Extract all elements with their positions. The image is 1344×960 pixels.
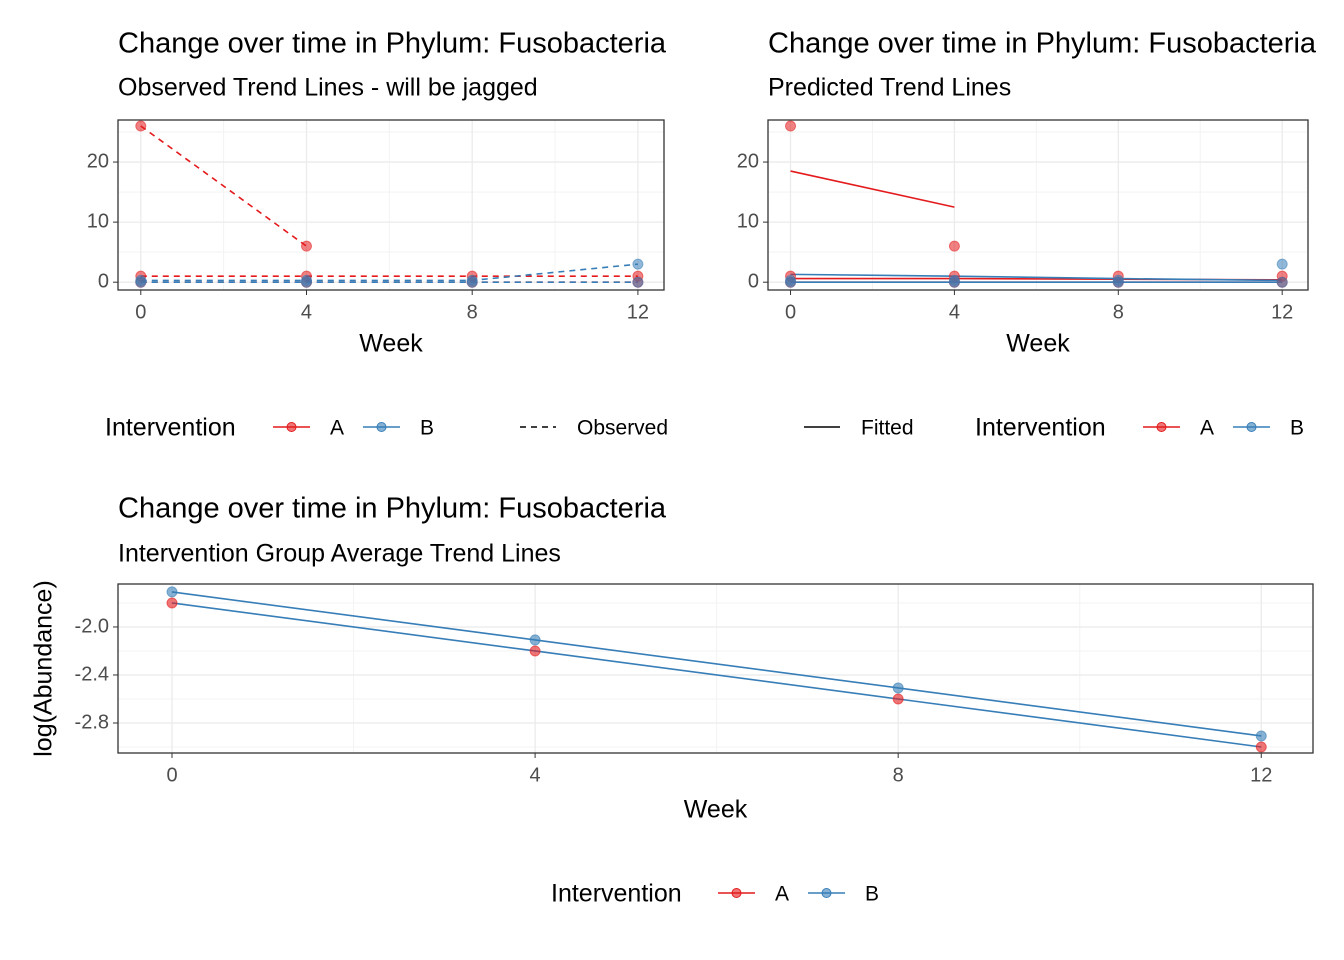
- panel-border: [117, 583, 1314, 754]
- trend-line: [171, 591, 1262, 737]
- panel: Change over time in Phylum: Fusobacteria…: [737, 28, 1317, 442]
- x-tick-label: 12: [1250, 764, 1272, 786]
- data-point: [466, 276, 478, 288]
- y-tick-label: 20: [87, 150, 109, 172]
- data-point: [166, 597, 178, 609]
- data-point: [135, 120, 147, 132]
- data-point: [300, 276, 312, 288]
- plot-area: [166, 586, 1267, 753]
- legend-key: [286, 422, 297, 432]
- legend-key: [731, 888, 742, 898]
- chart-subtitle: Predicted Trend Lines: [768, 74, 1011, 102]
- titles: Change over time in Phylum: Fusobacteria: [118, 28, 667, 60]
- x-tick-label: 12: [1271, 301, 1293, 323]
- data-point: [948, 240, 960, 252]
- x-axis-title: Week: [1006, 330, 1070, 358]
- data-point: [1276, 276, 1288, 288]
- legend-title: Intervention: [975, 414, 1106, 442]
- data-point: [529, 645, 541, 657]
- chart-title: Change over time in Phylum: Fusobacteria: [118, 493, 667, 525]
- y-tick-label: -2.4: [75, 663, 109, 685]
- x-axis-title: Week: [684, 796, 748, 824]
- chart-title: Change over time in Phylum: Fusobacteria: [118, 28, 667, 60]
- x-tick-label: 4: [530, 764, 541, 786]
- trend-line: [140, 125, 307, 247]
- x-tick-label: 0: [135, 301, 146, 323]
- legend-label: A: [775, 883, 789, 906]
- panel: Change over time in Phylum: Fusobacteria…: [87, 28, 668, 442]
- legend-label: A: [330, 417, 344, 440]
- trend-line: [140, 263, 638, 282]
- x-tick-label: 12: [627, 301, 649, 323]
- panel-border: [767, 119, 1309, 291]
- legend-title: Intervention: [551, 880, 682, 908]
- data-point: [892, 682, 904, 694]
- y-tick-label: -2.0: [75, 615, 109, 637]
- chart-subtitle: Observed Trend Lines - will be jagged: [118, 74, 538, 102]
- x-tick-label: 8: [467, 301, 478, 323]
- data-point: [1255, 730, 1267, 742]
- legend-key: [1246, 422, 1257, 432]
- data-point: [529, 634, 541, 646]
- y-axis-title: log(Abundance): [30, 580, 58, 757]
- legend-title: Intervention: [105, 414, 236, 442]
- legend-label: B: [420, 417, 434, 440]
- plot-area: [135, 120, 644, 288]
- data-point: [135, 276, 147, 288]
- y-tick-label: 10: [87, 210, 109, 232]
- y-tick-label: 20: [737, 150, 759, 172]
- titles: Change over time in Phylum: Fusobacteria: [118, 493, 667, 525]
- y-tick-label: 0: [98, 270, 109, 292]
- legend-label: Observed: [577, 417, 668, 440]
- legend-key: [821, 888, 832, 898]
- x-tick-label: 4: [301, 301, 312, 323]
- data-point: [632, 258, 644, 270]
- panel-border: [117, 119, 665, 291]
- data-point: [300, 240, 312, 252]
- fitted-line: [790, 273, 1283, 282]
- data-point: [785, 120, 797, 132]
- legend-key: [1156, 422, 1167, 432]
- data-point: [785, 276, 797, 288]
- data-point: [1276, 258, 1288, 270]
- data-point: [1112, 276, 1124, 288]
- data-point: [892, 693, 904, 705]
- legend-label: B: [1290, 417, 1304, 440]
- legend-label: B: [865, 883, 879, 906]
- x-tick-label: 4: [949, 301, 960, 323]
- x-tick-label: 0: [785, 301, 796, 323]
- legend-key: [376, 422, 387, 432]
- x-tick-label: 0: [166, 764, 177, 786]
- data-point: [1255, 741, 1267, 753]
- legend-label: A: [1200, 417, 1214, 440]
- x-axis-title: Week: [359, 330, 423, 358]
- trend-line: [171, 602, 1262, 748]
- chart-subtitle: Intervention Group Average Trend Lines: [118, 540, 561, 568]
- x-tick-label: 8: [1113, 301, 1124, 323]
- y-tick-label: 0: [748, 270, 759, 292]
- y-tick-label: -2.8: [75, 711, 109, 733]
- legend-label: Fitted: [861, 417, 914, 440]
- x-tick-label: 8: [893, 764, 904, 786]
- data-point: [632, 276, 644, 288]
- data-point: [948, 276, 960, 288]
- y-tick-label: 10: [737, 210, 759, 232]
- chart-title: Change over time in Phylum: Fusobacteria: [768, 28, 1317, 60]
- data-point: [166, 586, 178, 598]
- panel: Change over time in Phylum: Fusobacteria…: [30, 493, 1314, 908]
- plot-area: [785, 120, 1288, 288]
- fitted-line: [790, 170, 955, 208]
- titles: Change over time in Phylum: Fusobacteria: [768, 28, 1317, 60]
